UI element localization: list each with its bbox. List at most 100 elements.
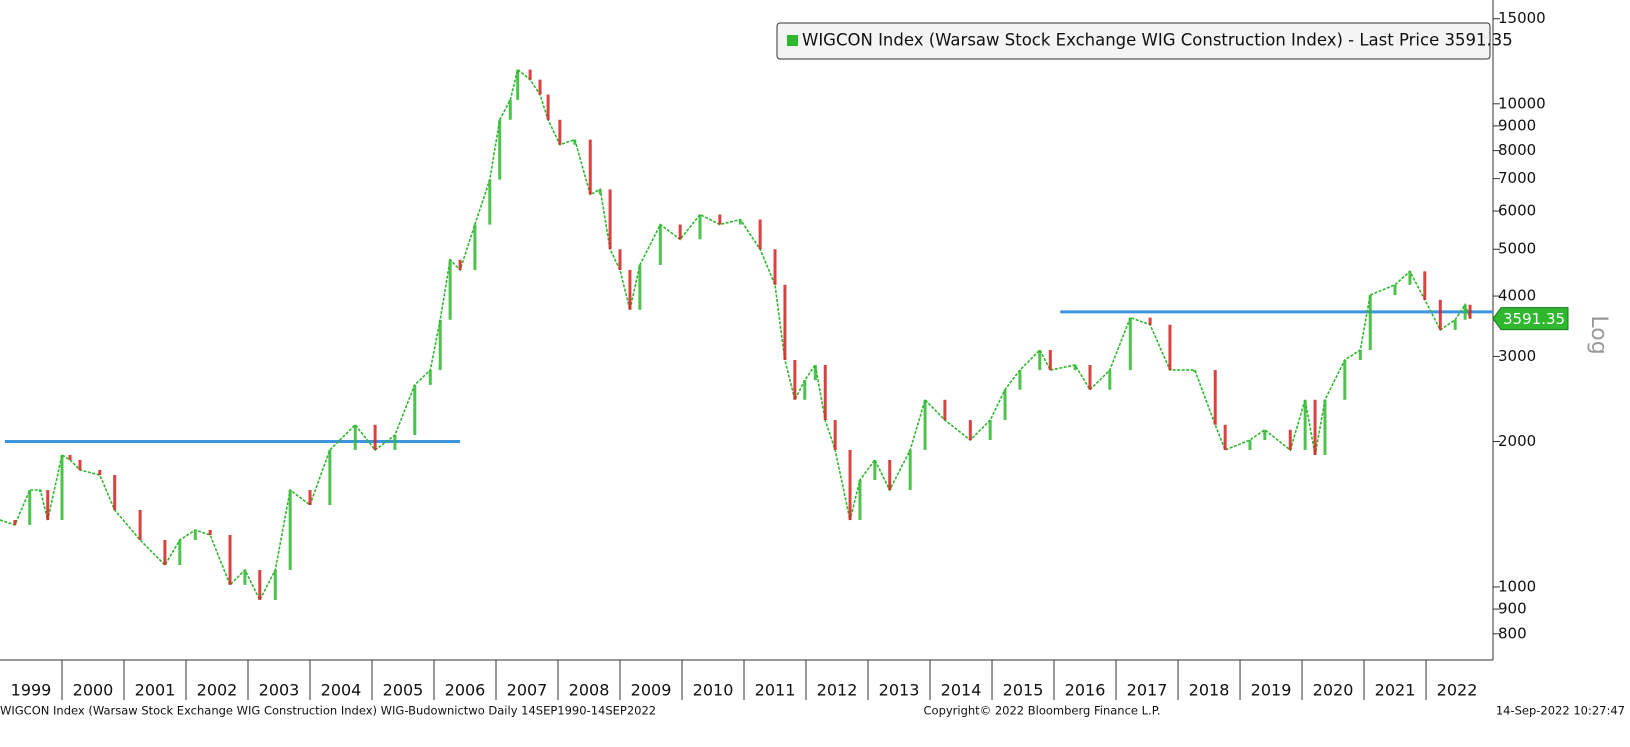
candle [1073, 364, 1077, 371]
x-tick-label: 1999 [11, 681, 52, 700]
candle [873, 459, 877, 480]
candle [813, 364, 817, 381]
candle [718, 214, 722, 225]
candle [228, 534, 232, 585]
candle [473, 224, 477, 270]
candle [458, 259, 462, 270]
candle [13, 519, 17, 525]
x-tick-label: 2006 [445, 681, 486, 700]
x-tick-label: 2014 [941, 681, 982, 700]
candle [46, 490, 50, 520]
candle [1003, 389, 1007, 421]
candle [38, 490, 42, 493]
candle [308, 490, 312, 505]
candle [28, 490, 32, 525]
candle [908, 449, 912, 491]
candle [498, 119, 502, 180]
candle [1128, 317, 1132, 371]
candle [1313, 399, 1317, 455]
candle [1303, 399, 1307, 450]
candle [538, 79, 542, 95]
last-price-label: 3591.35 [1503, 310, 1565, 328]
y-tick-label: 1000 [1498, 577, 1536, 595]
candle [60, 454, 64, 520]
candle [628, 269, 632, 310]
candle [1088, 364, 1092, 390]
y-tick-label: 8000 [1498, 141, 1536, 159]
x-tick-label: 2001 [135, 681, 176, 700]
legend-box [776, 22, 1491, 60]
price-line [0, 68, 1471, 602]
candle [1368, 295, 1372, 351]
x-tick-label: 2012 [817, 681, 858, 700]
candle [1288, 429, 1292, 450]
candle [328, 449, 332, 505]
x-tick-label: 2015 [1003, 681, 1044, 700]
candle [1038, 350, 1042, 371]
footer-right: 14-Sep-2022 10:27:47 [1496, 704, 1625, 718]
candle [208, 529, 212, 535]
x-tick-label: 2002 [197, 681, 238, 700]
candle [243, 570, 247, 585]
candle [1468, 304, 1472, 319]
candle [803, 380, 807, 400]
candle [1438, 299, 1442, 330]
y-tick-label: 800 [1498, 624, 1527, 642]
candle [1048, 350, 1052, 371]
footer-left: WIGCON Index (Warsaw Stock Exchange WIG … [0, 704, 656, 718]
candle [1148, 317, 1152, 325]
candle [1323, 399, 1327, 455]
x-tick-label: 2022 [1437, 681, 1478, 700]
candle [773, 249, 777, 285]
candle [1248, 440, 1252, 450]
footer-center: Copyright© 2022 Bloomberg Finance L.P. [924, 704, 1161, 718]
y-tick-label: 5000 [1498, 240, 1536, 258]
candle [178, 539, 182, 566]
candle [678, 224, 682, 240]
scale-label: Log [1586, 315, 1611, 354]
x-tick-label: 2009 [631, 681, 672, 700]
candle [438, 319, 442, 371]
x-tick-label: 2000 [73, 681, 114, 700]
y-tick-label: 4000 [1498, 287, 1536, 305]
candle [738, 219, 742, 225]
candle [608, 189, 612, 250]
candle [393, 435, 397, 450]
legend-swatch [787, 35, 798, 46]
candle [783, 284, 787, 360]
y-tick-label: 6000 [1498, 201, 1536, 219]
candle [943, 399, 947, 421]
candle [1343, 359, 1347, 400]
last-price-box [1492, 307, 1569, 331]
candle [588, 139, 592, 195]
candle [1263, 429, 1267, 441]
x-tick-label: 2003 [259, 681, 300, 700]
y-tick-label: 15000 [1498, 9, 1546, 27]
x-tick-label: 2007 [507, 681, 548, 700]
candle [833, 420, 837, 450]
candle [428, 370, 432, 385]
x-tick-label: 2020 [1313, 681, 1354, 700]
x-tick-label: 2005 [383, 681, 424, 700]
candle [1018, 370, 1022, 390]
candle [68, 454, 72, 460]
candle [516, 69, 520, 100]
y-tick-label: 7000 [1498, 169, 1536, 187]
x-tick-label: 2018 [1189, 681, 1230, 700]
candle [448, 259, 452, 320]
x-tick-label: 2017 [1127, 681, 1168, 700]
candle [1213, 370, 1217, 425]
candle [1463, 304, 1467, 320]
candle [373, 424, 377, 450]
candle [923, 399, 927, 450]
x-tick-label: 2013 [879, 681, 920, 700]
x-tick-label: 2008 [569, 681, 610, 700]
candle [968, 420, 972, 441]
candle [1358, 350, 1362, 360]
candle [1423, 271, 1427, 300]
candle [1108, 370, 1112, 390]
y-tick-label: 9000 [1498, 116, 1536, 134]
x-tick-label: 2010 [693, 681, 734, 700]
candle [758, 219, 762, 250]
